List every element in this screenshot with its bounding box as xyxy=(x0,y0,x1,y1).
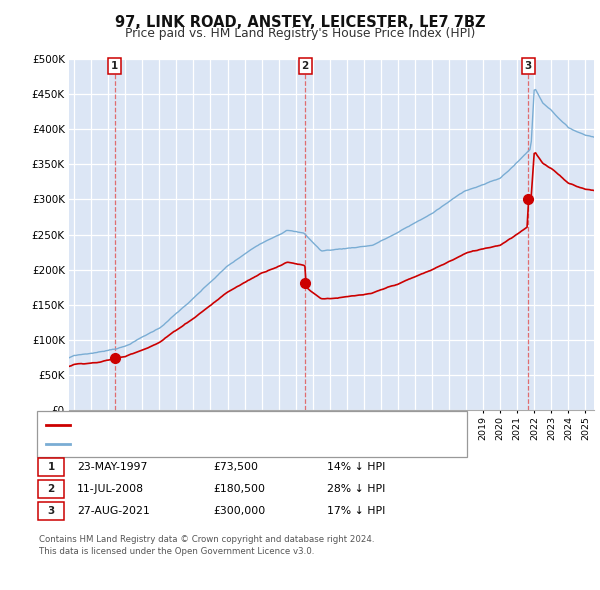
Text: Contains HM Land Registry data © Crown copyright and database right 2024.
This d: Contains HM Land Registry data © Crown c… xyxy=(39,535,374,556)
Text: 14% ↓ HPI: 14% ↓ HPI xyxy=(327,462,385,471)
Text: 1: 1 xyxy=(47,462,55,471)
Text: 28% ↓ HPI: 28% ↓ HPI xyxy=(327,484,385,493)
Text: 17% ↓ HPI: 17% ↓ HPI xyxy=(327,506,385,516)
Text: 27-AUG-2021: 27-AUG-2021 xyxy=(77,506,149,516)
Text: 3: 3 xyxy=(47,506,55,516)
Text: Price paid vs. HM Land Registry's House Price Index (HPI): Price paid vs. HM Land Registry's House … xyxy=(125,27,475,40)
Text: 11-JUL-2008: 11-JUL-2008 xyxy=(77,484,144,493)
Text: 2: 2 xyxy=(301,61,309,71)
Text: £73,500: £73,500 xyxy=(213,462,258,471)
Text: £180,500: £180,500 xyxy=(213,484,265,493)
Text: 97, LINK ROAD, ANSTEY, LEICESTER, LE7 7BZ (detached house): 97, LINK ROAD, ANSTEY, LEICESTER, LE7 7B… xyxy=(75,420,397,430)
Text: 3: 3 xyxy=(525,61,532,71)
Text: 23-MAY-1997: 23-MAY-1997 xyxy=(77,462,147,471)
Text: HPI: Average price, detached house, Charnwood: HPI: Average price, detached house, Char… xyxy=(75,438,319,448)
Text: 97, LINK ROAD, ANSTEY, LEICESTER, LE7 7BZ: 97, LINK ROAD, ANSTEY, LEICESTER, LE7 7B… xyxy=(115,15,485,30)
Text: 1: 1 xyxy=(111,61,118,71)
Text: £300,000: £300,000 xyxy=(213,506,265,516)
Text: 2: 2 xyxy=(47,484,55,493)
